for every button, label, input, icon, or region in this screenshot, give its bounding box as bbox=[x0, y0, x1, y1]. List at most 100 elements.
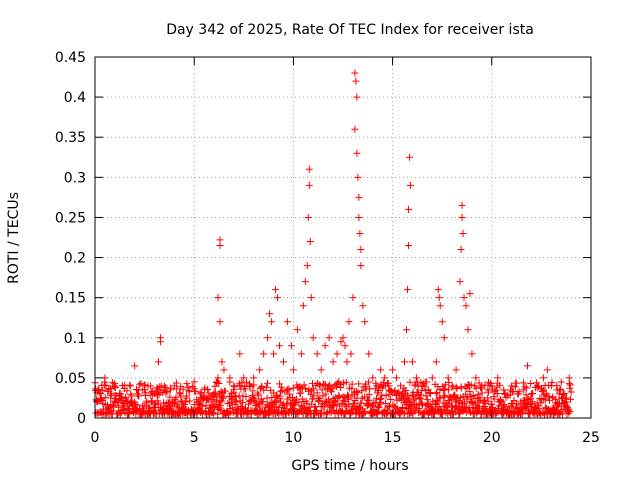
band-point bbox=[307, 390, 315, 398]
band-point bbox=[365, 378, 373, 386]
band-point bbox=[409, 410, 417, 418]
band-point bbox=[435, 394, 443, 402]
band-point bbox=[550, 405, 558, 413]
band-point bbox=[95, 385, 103, 393]
plot-frame bbox=[94, 56, 592, 419]
data-point bbox=[488, 382, 496, 390]
data-point bbox=[309, 334, 317, 342]
data-point bbox=[559, 390, 567, 398]
band-point bbox=[277, 383, 285, 391]
band-point bbox=[537, 399, 545, 407]
data-point bbox=[452, 366, 460, 374]
band-point bbox=[242, 393, 250, 401]
data-point bbox=[355, 213, 363, 221]
data-point bbox=[240, 374, 248, 382]
band-point bbox=[468, 399, 476, 407]
data-point bbox=[381, 374, 389, 382]
data-point bbox=[468, 350, 476, 358]
band-point bbox=[342, 378, 350, 386]
band-point bbox=[154, 397, 162, 405]
band-point bbox=[225, 410, 233, 418]
data-point bbox=[397, 382, 405, 390]
band-point bbox=[519, 379, 527, 387]
data-point bbox=[462, 302, 470, 310]
data-point bbox=[123, 398, 131, 406]
band-point bbox=[433, 389, 441, 397]
x-axis-label: GPS time / hours bbox=[291, 458, 408, 474]
band-point bbox=[172, 394, 180, 402]
band-point bbox=[441, 391, 449, 399]
band-point bbox=[258, 382, 266, 390]
x-tick-label: 10 bbox=[284, 430, 302, 446]
band-point bbox=[436, 394, 444, 402]
data-point bbox=[154, 358, 162, 366]
band-point bbox=[328, 388, 336, 396]
data-point bbox=[402, 326, 410, 334]
band-point bbox=[417, 399, 425, 407]
data-point bbox=[218, 358, 226, 366]
data-point bbox=[264, 334, 272, 342]
data-point bbox=[236, 350, 244, 358]
band-point bbox=[303, 400, 311, 408]
data-point bbox=[460, 294, 468, 302]
data-point bbox=[351, 69, 359, 77]
band-point bbox=[133, 385, 141, 393]
data-point bbox=[260, 350, 268, 358]
data-point bbox=[131, 362, 139, 370]
band-point bbox=[310, 392, 318, 400]
band-point bbox=[249, 387, 257, 395]
data-point bbox=[539, 374, 547, 382]
band-point bbox=[432, 389, 440, 397]
data-point bbox=[353, 149, 361, 157]
band-point bbox=[204, 386, 212, 394]
data-point bbox=[385, 382, 393, 390]
data-point bbox=[434, 286, 442, 294]
data-point bbox=[170, 382, 178, 390]
data-point bbox=[436, 302, 444, 310]
data-point bbox=[151, 390, 159, 398]
band-point bbox=[566, 381, 574, 389]
band-point bbox=[284, 386, 292, 394]
band-point bbox=[169, 399, 177, 407]
band-point bbox=[231, 393, 239, 401]
band-point bbox=[567, 395, 575, 403]
band-point bbox=[280, 405, 288, 413]
data-point bbox=[365, 350, 373, 358]
data-point bbox=[196, 390, 204, 398]
data-point bbox=[230, 382, 238, 390]
band-point bbox=[143, 399, 151, 407]
band-point bbox=[151, 403, 159, 411]
data-point bbox=[494, 374, 502, 382]
band-point bbox=[262, 383, 270, 391]
data-point bbox=[226, 374, 234, 382]
band-point bbox=[562, 402, 570, 410]
data-point bbox=[299, 302, 307, 310]
data-point bbox=[457, 246, 465, 254]
data-point bbox=[333, 350, 341, 358]
band-point bbox=[348, 380, 356, 388]
band-point bbox=[464, 393, 472, 401]
band-point bbox=[333, 379, 341, 387]
band-point bbox=[210, 409, 218, 417]
band-point bbox=[164, 398, 172, 406]
band-point bbox=[521, 383, 529, 391]
band-point bbox=[211, 382, 219, 390]
band-point bbox=[183, 380, 191, 388]
data-point bbox=[357, 262, 365, 270]
y-tick-label: 0.3 bbox=[64, 170, 86, 186]
band-point bbox=[272, 393, 280, 401]
band-point bbox=[358, 387, 366, 395]
band-point bbox=[536, 394, 544, 402]
data-points bbox=[93, 69, 573, 406]
data-point bbox=[313, 350, 321, 358]
data-point bbox=[303, 262, 311, 270]
data-point bbox=[527, 390, 535, 398]
band-point bbox=[552, 395, 560, 403]
band-point bbox=[128, 392, 136, 400]
band-point bbox=[404, 394, 412, 402]
band-point bbox=[512, 400, 520, 408]
band-point bbox=[509, 388, 517, 396]
band-point bbox=[322, 390, 330, 398]
y-tick-label: 0.05 bbox=[55, 371, 86, 387]
data-point bbox=[500, 386, 508, 394]
